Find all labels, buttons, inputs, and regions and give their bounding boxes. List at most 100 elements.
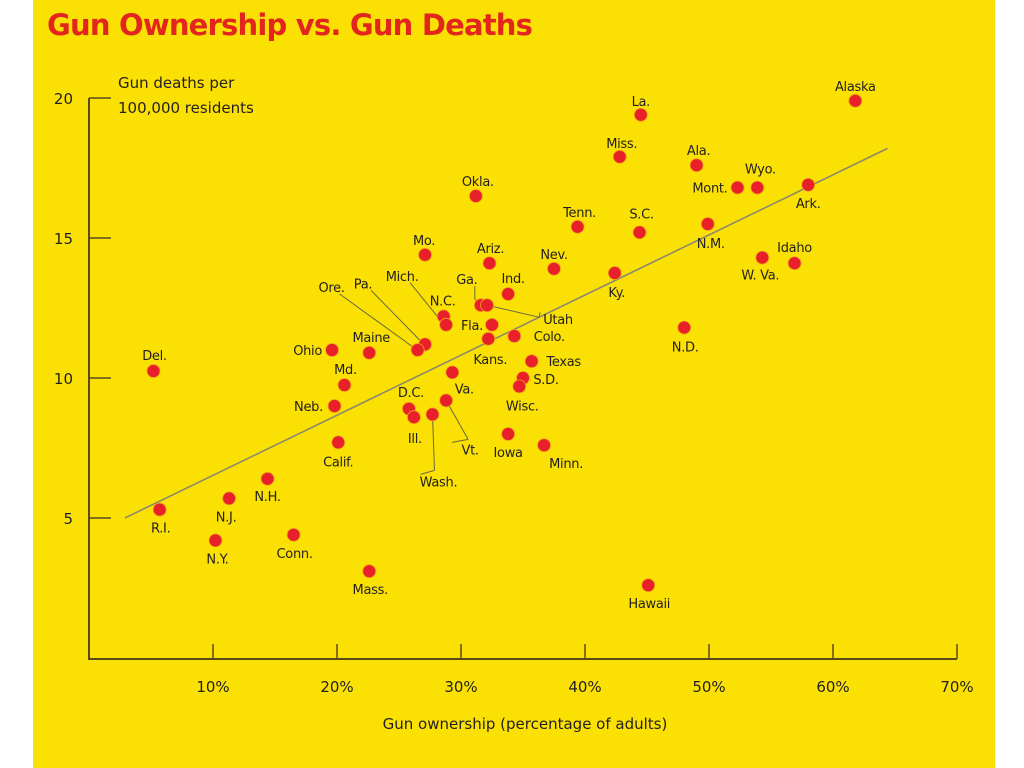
point-w-va [755, 250, 770, 265]
point-iowa [501, 427, 516, 441]
label-la: La. [632, 95, 650, 110]
x-tick-label: 10% [196, 678, 229, 696]
point-vt [439, 393, 454, 408]
point-ill [406, 410, 421, 425]
y-axis-title-line-1: Gun deaths per [118, 74, 235, 92]
y-tick-label: 15 [54, 230, 73, 248]
point-mich [439, 317, 454, 332]
point-hawaii [641, 578, 656, 593]
point-md [337, 378, 352, 392]
point-minn [537, 438, 551, 453]
x-axis-title: Gun ownership (percentage of adults) [383, 715, 668, 733]
point-miss [612, 149, 627, 164]
x-tick-label: 40% [568, 678, 601, 696]
point-n-y [208, 533, 223, 548]
label-del: Del. [142, 349, 167, 364]
data-points [146, 93, 863, 593]
x-tick-label: 70% [940, 678, 973, 696]
point-ohio [325, 343, 339, 357]
label-mass: Mass. [353, 583, 388, 598]
point-del [146, 364, 161, 378]
leader-pa-ext [370, 290, 420, 340]
point-va [445, 365, 460, 380]
label-pa: Pa. [354, 277, 372, 292]
point-r-i [152, 502, 167, 517]
label-d-c: D.C. [398, 386, 424, 401]
point-fla [485, 317, 499, 332]
point-wyo [750, 180, 765, 195]
label-n-j: N.J. [216, 510, 237, 525]
label-s-d: S.D. [533, 373, 558, 388]
leader-vt [445, 400, 469, 440]
label-vt: Vt. [462, 443, 479, 458]
point-ala [689, 158, 704, 173]
label-wash: Wash. [420, 475, 458, 490]
label-ill: Ill. [408, 432, 422, 447]
point-wash [425, 407, 440, 422]
point-neb [327, 399, 342, 413]
label-mich: Mich. [386, 270, 419, 285]
point-utah [480, 298, 494, 313]
label-w-va: W. Va. [741, 269, 779, 284]
label-colo: Colo. [534, 330, 565, 345]
point-n-m [700, 217, 715, 231]
label-ind: Ind. [501, 272, 524, 287]
point-ariz [482, 256, 497, 271]
label-minn: Minn. [549, 457, 583, 472]
point-n-d [677, 320, 692, 335]
point-texas [524, 354, 539, 369]
label-neb: Neb. [294, 400, 323, 415]
point-wisc [512, 379, 527, 394]
label-idaho: Idaho [777, 241, 812, 256]
x-tick-label: 50% [692, 678, 725, 696]
leader-vt-ext [452, 438, 469, 443]
point-colo [507, 329, 522, 343]
point-ore [410, 343, 425, 357]
leader-utah-ext [538, 312, 541, 318]
point-ark [801, 177, 816, 192]
leader-wash [431, 414, 435, 471]
label-ore: Ore. [318, 281, 344, 296]
chart-title: Gun Ownership vs. Gun Deaths [47, 8, 533, 42]
trend-line [124, 147, 888, 519]
label-calif: Calif. [323, 455, 353, 470]
label-iowa: Iowa [494, 446, 523, 461]
label-wyo: Wyo. [745, 163, 776, 178]
point-n-h [260, 471, 275, 486]
x-tick-label: 20% [320, 678, 353, 696]
leader-mich-ext [409, 282, 441, 321]
label-wisc: Wisc. [506, 399, 539, 414]
point-la [633, 107, 648, 122]
label-ga: Ga. [456, 273, 477, 288]
label-nev: Nev. [540, 248, 567, 263]
point-ind [501, 287, 516, 301]
label-mo: Mo. [413, 234, 435, 249]
label-s-c: S.C. [629, 207, 653, 222]
label-ohio: Ohio [293, 344, 322, 359]
label-n-m: N.M. [697, 237, 725, 252]
leader-wash-ext [420, 469, 435, 475]
label-tenn: Tenn. [562, 206, 596, 221]
point-mont [730, 180, 745, 195]
point-nev [547, 261, 561, 276]
y-tick-label: 5 [63, 510, 73, 528]
point-okla [468, 189, 483, 203]
label-fla: Fla. [461, 319, 483, 334]
leader-lines [339, 282, 541, 475]
label-n-y: N.Y. [206, 552, 228, 567]
label-n-d: N.D. [672, 341, 699, 356]
point-calif [331, 435, 346, 450]
label-ala: Ala. [687, 144, 710, 159]
point-idaho [787, 256, 802, 271]
axes: 5 10 15 20 10% 20% 30% 40% 50% 60% 70% [54, 90, 974, 696]
label-miss: Miss. [606, 137, 637, 152]
point-alaska [848, 93, 863, 108]
label-kans: Kans. [473, 353, 507, 368]
trend-line-group [124, 147, 888, 519]
label-mont: Mont. [692, 182, 727, 197]
x-tick-label: 60% [816, 678, 849, 696]
label-ark: Ark. [796, 197, 821, 212]
label-ky: Ky. [608, 286, 625, 301]
point-conn [286, 527, 301, 542]
point-mo [418, 247, 432, 262]
